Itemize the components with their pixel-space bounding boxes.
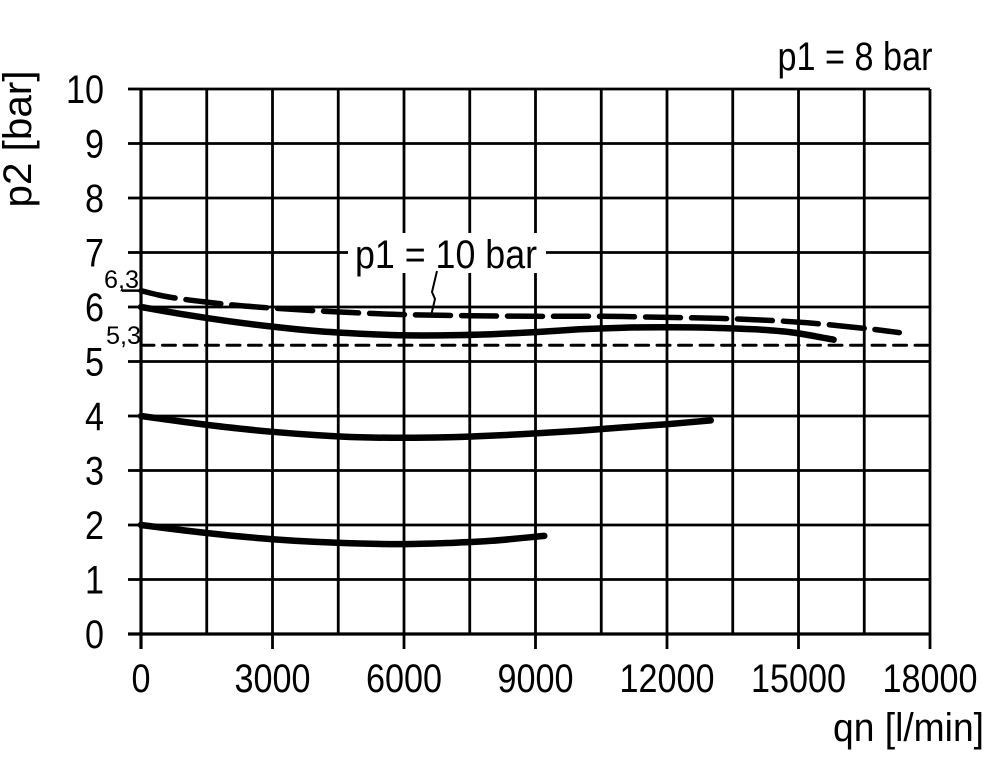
y-tick-label-0: 0 [85, 613, 104, 657]
annotations: p1 = 8 bar p1 = 10 bar 6,3 5,3 p2 [bar] … [0, 35, 984, 750]
y-tick-label-8: 8 [85, 177, 104, 221]
x-tick-label-0: 0 [132, 657, 151, 701]
curve-label-leader-line [430, 270, 438, 317]
axes [128, 89, 930, 649]
grid-lines [141, 87, 932, 634]
curve-label-background [348, 233, 546, 273]
x-tick-label-9000: 9000 [498, 657, 574, 701]
outlet-2bar-curve [137, 521, 548, 548]
p1-10bar-curve [138, 287, 903, 336]
outlet-4bar-curve [137, 412, 715, 442]
p1-8bar-label: p1 = 8 bar [778, 35, 933, 79]
y-tick-label-9: 9 [85, 123, 104, 167]
y-tick-label-2: 2 [85, 504, 104, 548]
data-curves [137, 287, 932, 548]
y-tick-label-1: 1 [85, 559, 104, 603]
ref-6-3-label: 6,3 [104, 266, 139, 294]
y-tick-label-6: 6 [85, 286, 104, 330]
y-tick-label-5: 5 [85, 341, 104, 385]
x-tick-label-18000: 18000 [883, 657, 978, 701]
y-tick-label-3: 3 [85, 450, 104, 494]
x-tick-label-3000: 3000 [235, 657, 311, 701]
y-tick-labels: 0 1 2 3 4 5 6 7 8 9 10 [66, 68, 104, 657]
y-tick-label-10: 10 [66, 68, 104, 112]
y-axis-title: p2 [bar] [0, 71, 40, 208]
y-tick-label-7: 7 [85, 232, 104, 276]
x-axis-title: qn [l/min] [833, 706, 984, 750]
p1-10bar-label: p1 = 10 bar [355, 233, 537, 277]
ref-5-3-label: 5,3 [106, 322, 141, 350]
x-tick-label-12000: 12000 [620, 657, 715, 701]
p1-8bar-outlet-6bar-curve [137, 303, 837, 343]
x-tick-label-6000: 6000 [366, 657, 442, 701]
tick-marks [122, 87, 932, 649]
x-tick-labels: 0 3000 6000 9000 12000 15000 18000 [132, 657, 978, 701]
y-tick-label-4: 4 [85, 395, 104, 439]
x-tick-label-15000: 15000 [751, 657, 846, 701]
